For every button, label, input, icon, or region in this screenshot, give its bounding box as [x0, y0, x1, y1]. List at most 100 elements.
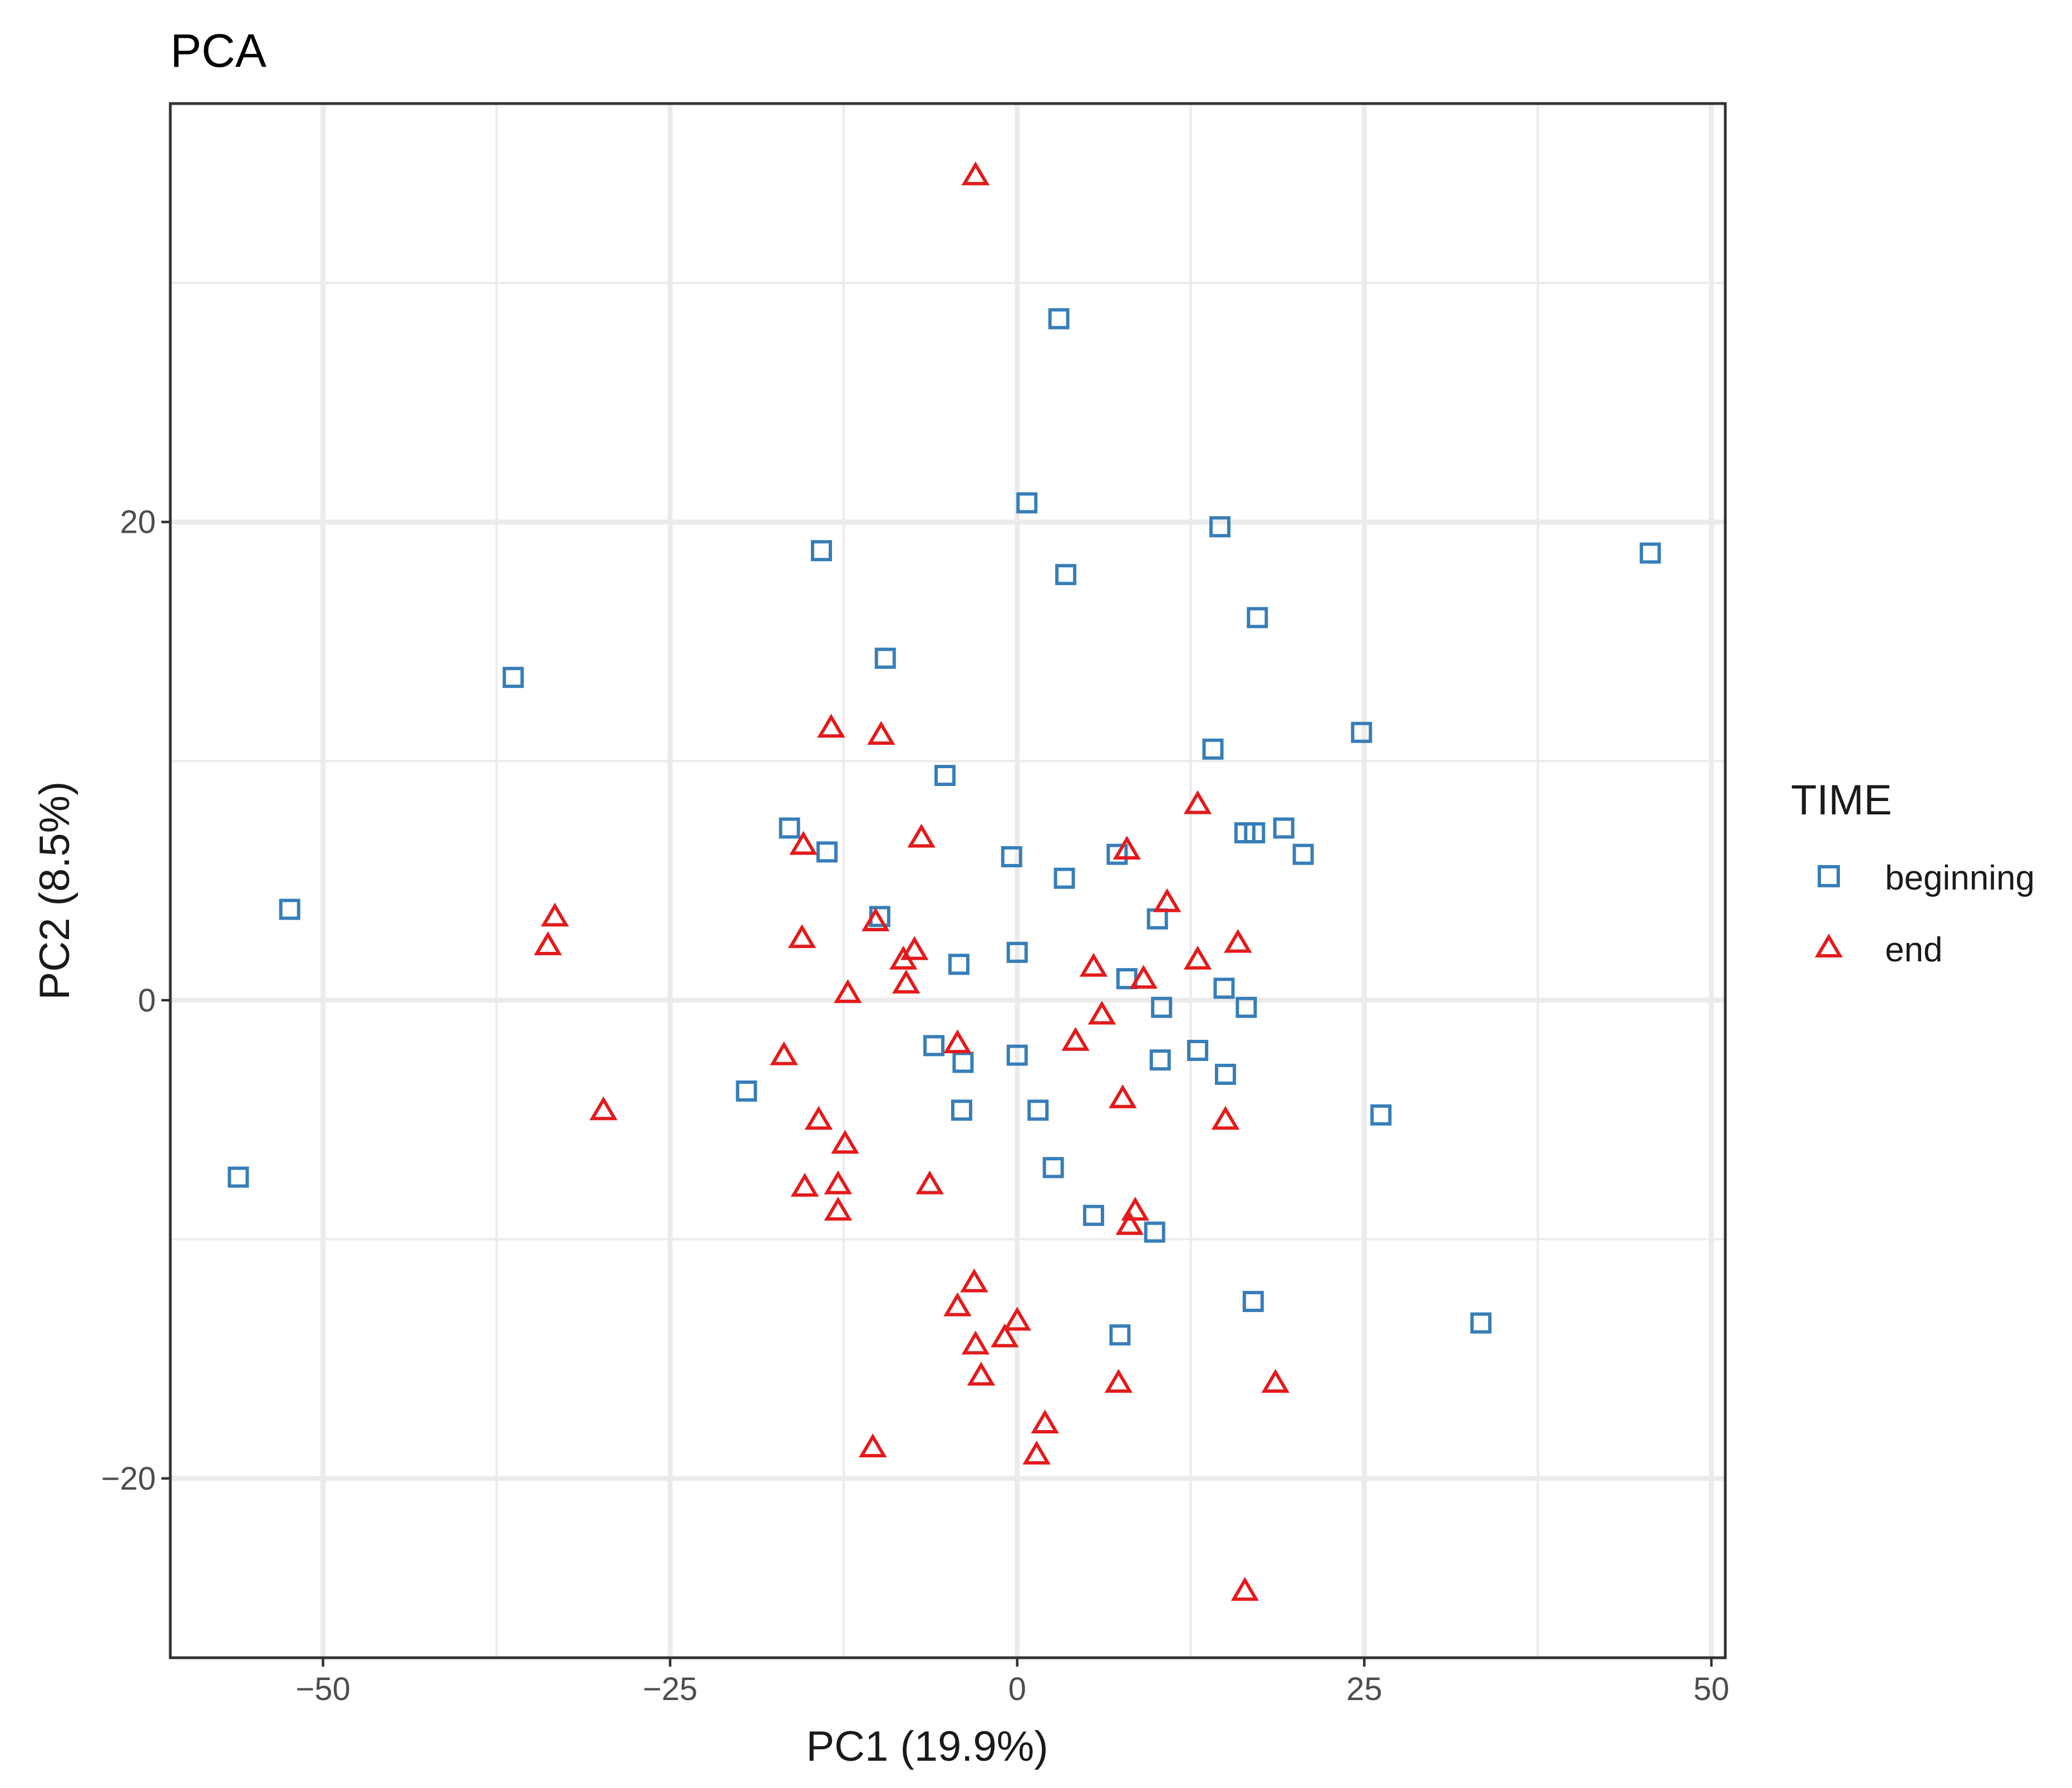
point-end: [1121, 1196, 1150, 1221]
point-end: [831, 1129, 859, 1154]
point-beginning: [1006, 941, 1028, 963]
point-beginning: [934, 765, 956, 787]
point-beginning: [1247, 607, 1268, 628]
point-end: [1261, 1369, 1290, 1393]
point-end: [834, 979, 862, 1003]
point-beginning: [923, 1035, 945, 1057]
legend-label-beginning: beginning: [1885, 859, 2035, 897]
point-end: [534, 931, 562, 955]
point-beginning: [951, 1099, 972, 1121]
x-tick-label: 50: [1694, 1671, 1730, 1707]
point-end: [943, 1029, 972, 1054]
point-beginning: [1055, 564, 1077, 586]
point-end: [1003, 1306, 1031, 1331]
point-beginning: [1242, 1290, 1264, 1312]
point-end: [892, 969, 921, 994]
point-end: [790, 1172, 819, 1197]
point-beginning: [1273, 817, 1295, 839]
point-beginning: [1016, 492, 1038, 514]
point-beginning: [1001, 846, 1022, 868]
point-beginning: [1470, 1312, 1492, 1334]
point-beginning: [1351, 721, 1372, 743]
point-beginning: [874, 647, 896, 669]
point-end: [589, 1096, 618, 1121]
panel-border: [169, 102, 1727, 1659]
point-beginning: [279, 898, 301, 920]
point-end: [1109, 1084, 1137, 1108]
point-beginning: [1236, 996, 1257, 1018]
point-beginning: [1640, 542, 1661, 564]
point-beginning: [948, 954, 969, 975]
point-end: [788, 924, 816, 949]
point-end: [991, 1323, 1019, 1348]
point-end: [1183, 790, 1212, 814]
point-beginning: [779, 817, 800, 839]
point-end: [1031, 1409, 1059, 1434]
legend: TIME beginning end: [1791, 777, 2035, 969]
point-beginning: [1082, 1205, 1104, 1226]
point-end: [770, 1041, 798, 1065]
point-end: [961, 161, 990, 185]
point-end: [943, 1292, 972, 1317]
grid-lines: [170, 104, 1725, 1658]
point-beginning: [736, 1080, 757, 1102]
point-end: [1061, 1026, 1090, 1051]
x-tick-label: 0: [1008, 1671, 1026, 1707]
point-beginning: [1187, 1039, 1209, 1061]
point-beginning: [228, 1166, 249, 1188]
point-end: [900, 936, 929, 960]
point-beginning: [1292, 843, 1314, 865]
point-end: [804, 1106, 833, 1130]
legend-title: TIME: [1791, 777, 1892, 824]
point-end: [1231, 1576, 1259, 1601]
point-beginning: [1209, 516, 1231, 538]
point-beginning: [1048, 308, 1070, 330]
point-beginning: [1054, 867, 1075, 889]
point-beginning: [1151, 996, 1173, 1018]
legend-triangle-icon: [1814, 934, 1843, 957]
legend-square-icon: [1818, 865, 1840, 887]
point-end: [1183, 945, 1212, 970]
point-beginning: [1370, 1104, 1392, 1126]
point-end: [789, 831, 818, 855]
point-beginning: [952, 1052, 974, 1073]
y-tick-label: −20: [101, 1461, 156, 1497]
point-end: [907, 823, 936, 848]
point-beginning: [1042, 1157, 1064, 1178]
point-end: [817, 714, 845, 738]
point-end: [961, 1330, 990, 1355]
point-end: [916, 1170, 944, 1195]
point-beginning: [1144, 1221, 1165, 1243]
point-beginning: [1149, 1049, 1171, 1071]
point-beginning: [816, 841, 838, 863]
point-end: [540, 902, 569, 927]
point-beginning: [1109, 1324, 1131, 1346]
point-end: [824, 1196, 853, 1221]
point-end: [862, 907, 890, 932]
point-end: [1022, 1440, 1051, 1465]
point-beginning: [1244, 822, 1266, 844]
x-tick-label: −25: [643, 1671, 697, 1707]
point-end: [1211, 1106, 1240, 1130]
point-end: [1129, 965, 1158, 989]
point-end: [859, 1433, 887, 1458]
y-tick-label: 20: [120, 504, 156, 541]
point-end: [824, 1170, 853, 1195]
point-beginning: [810, 540, 832, 562]
point-beginning: [1213, 977, 1235, 999]
point-beginning: [1027, 1099, 1049, 1121]
point-end: [967, 1362, 996, 1386]
point-end: [1153, 888, 1182, 912]
x-tick-label: −50: [296, 1671, 350, 1707]
point-beginning: [1106, 843, 1128, 865]
data-points: [228, 161, 1661, 1601]
point-end: [1113, 836, 1141, 860]
point-beginning: [1214, 1063, 1236, 1085]
x-tick-label: 25: [1346, 1671, 1382, 1707]
point-end: [1224, 929, 1252, 953]
point-end: [1087, 1000, 1116, 1025]
legend-label-end: end: [1885, 931, 1942, 969]
